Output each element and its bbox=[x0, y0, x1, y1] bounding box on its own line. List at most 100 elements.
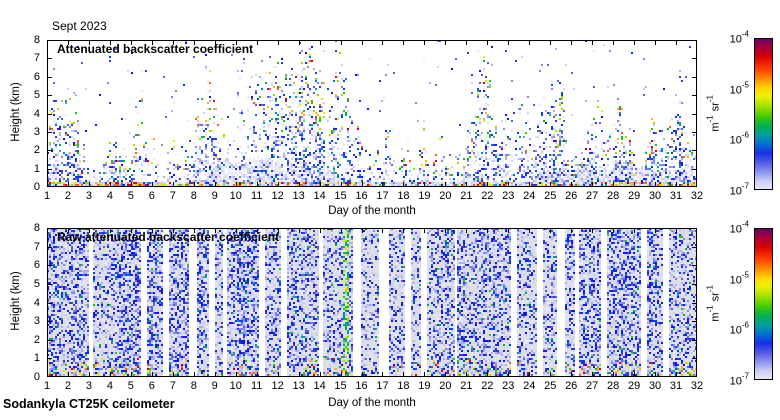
unit-base-m: m bbox=[709, 312, 722, 322]
y-tick-label: 1 bbox=[33, 162, 40, 175]
y-tick-label: 7 bbox=[33, 240, 40, 253]
colorbar-tick-label: 10-4 bbox=[729, 29, 749, 46]
x-tick-label: 24 bbox=[523, 190, 536, 202]
colorbar-tick-label: 10-5 bbox=[729, 80, 749, 96]
x-axis-label-bottom: Day of the month bbox=[328, 397, 416, 409]
x-tick-label: 3 bbox=[85, 190, 92, 202]
y-tick-label: 3 bbox=[33, 315, 40, 328]
x-tick-label: 31 bbox=[669, 380, 683, 392]
unit-base-m: m bbox=[709, 122, 722, 132]
x-tick-label: 1 bbox=[43, 380, 51, 392]
x-tick-label: 3 bbox=[85, 380, 92, 392]
panel-title-raw: Raw attenuated backscatter coefficient bbox=[57, 230, 280, 244]
x-tick-label: 17 bbox=[376, 190, 389, 202]
x-tick-label: 29 bbox=[627, 380, 641, 392]
x-tick-label: 19 bbox=[418, 380, 431, 392]
y-tick-label: 8 bbox=[33, 222, 40, 234]
x-tick-label: 18 bbox=[397, 190, 410, 202]
x-tick-label: 12 bbox=[271, 380, 284, 392]
y-tick-label: 2 bbox=[33, 333, 40, 346]
x-tick-label: 31 bbox=[669, 190, 683, 202]
x-tick-label: 21 bbox=[460, 380, 473, 392]
x-tick-label: 10 bbox=[229, 190, 242, 202]
x-tick-label: 2 bbox=[64, 380, 72, 392]
y-tick-labels-bottom: 0 1 2 3 4 5 6 7 8 bbox=[0, 222, 43, 383]
unit-base-sr: sr bbox=[709, 102, 722, 112]
x-tick-label: 14 bbox=[313, 190, 326, 202]
month-label: Sept 2023 bbox=[52, 19, 107, 33]
x-tick-label: 6 bbox=[148, 380, 155, 392]
x-tick-label: 28 bbox=[607, 190, 620, 202]
y-tick-label: 0 bbox=[33, 371, 40, 383]
x-tick-label: 24 bbox=[523, 380, 536, 392]
x-tick-label: 12 bbox=[271, 190, 284, 202]
raw-attenuated-backscatter-heatmap bbox=[47, 228, 697, 377]
unit-exp-m: -1 bbox=[705, 115, 715, 123]
colorbar-top bbox=[754, 38, 773, 190]
x-tick-label: 16 bbox=[355, 190, 368, 202]
x-tick-label: 15 bbox=[334, 190, 347, 202]
x-tick-label: 17 bbox=[376, 380, 389, 392]
x-tick-label: 27 bbox=[586, 190, 599, 202]
x-tick-label: 5 bbox=[127, 190, 134, 202]
x-tick-label: 13 bbox=[292, 190, 305, 202]
colorbar-unit-bottom: m-1sr-1 bbox=[705, 263, 722, 343]
y-tick-label: 6 bbox=[33, 259, 40, 272]
x-tick-label: 20 bbox=[439, 190, 452, 202]
x-tick-label: 20 bbox=[439, 380, 452, 392]
y-tick-label: 1 bbox=[33, 352, 40, 365]
x-tick-label: 8 bbox=[190, 380, 197, 392]
unit-exp-m: -1 bbox=[705, 305, 715, 313]
colorbar-tick-label: 10-7 bbox=[729, 181, 749, 198]
x-tick-label: 4 bbox=[106, 380, 113, 392]
x-tick-label: 7 bbox=[169, 380, 176, 392]
x-tick-label: 29 bbox=[627, 190, 641, 202]
x-axis-label-top: Day of the month bbox=[328, 205, 416, 217]
instrument-label: Sodankyla CT25K ceilometer bbox=[3, 397, 175, 411]
unit-exp-sr: -1 bbox=[705, 285, 715, 293]
x-tick-label: 23 bbox=[502, 190, 515, 202]
y-tick-label: 0 bbox=[33, 181, 40, 193]
x-tick-label: 11 bbox=[250, 380, 263, 392]
x-tick-label: 9 bbox=[211, 190, 218, 202]
colorbar-tick-label: 10-6 bbox=[729, 131, 749, 147]
x-tick-label: 26 bbox=[565, 380, 578, 392]
y-tick-label: 7 bbox=[33, 52, 40, 65]
colorbar-gradient-bottom bbox=[755, 229, 772, 379]
unit-base-sr: sr bbox=[709, 292, 722, 302]
x-tick-label: 23 bbox=[502, 380, 515, 392]
x-tick-label: 26 bbox=[565, 190, 578, 202]
y-tick-label: 4 bbox=[33, 296, 40, 309]
x-tick-label: 21 bbox=[460, 190, 473, 202]
x-tick-label: 4 bbox=[106, 190, 113, 202]
colorbar-tick-label: 10-5 bbox=[729, 270, 749, 286]
panel-title-attenuated: Attenuated backscatter coefficient bbox=[57, 42, 254, 56]
x-tick-label: 22 bbox=[481, 380, 494, 392]
colorbar-tick-labels-bottom: 10-4 10-5 10-6 10-7 bbox=[701, 220, 751, 388]
y-tick-label: 5 bbox=[33, 89, 40, 102]
x-tick-label: 32 bbox=[690, 190, 704, 202]
x-tick-label: 30 bbox=[648, 380, 662, 392]
x-tick-label: 30 bbox=[648, 190, 662, 202]
x-tick-label: 25 bbox=[544, 380, 557, 392]
x-tick-labels-bottom: 1 2 3 4 5 6 7 8 9 10 11 12 13 14 15 16 17 18 19 20 21 22 23 24 2… bbox=[43, 380, 703, 392]
unit-exp-sr: -1 bbox=[705, 95, 715, 103]
colorbar-tick-label: 10-4 bbox=[729, 219, 749, 236]
x-tick-label: 11 bbox=[250, 190, 263, 202]
x-tick-label: 25 bbox=[544, 190, 557, 202]
colorbar-tick-label: 10-6 bbox=[729, 321, 749, 337]
x-tick-label: 10 bbox=[229, 380, 242, 392]
x-tick-label: 1 bbox=[43, 190, 51, 202]
x-tick-label: 7 bbox=[169, 190, 176, 202]
x-tick-label: 22 bbox=[481, 190, 494, 202]
y-tick-label: 8 bbox=[33, 34, 40, 46]
colorbar-bottom bbox=[754, 228, 773, 380]
x-tick-label: 19 bbox=[418, 190, 431, 202]
colorbar-tick-label: 10-7 bbox=[729, 371, 749, 388]
y-tick-labels-top: 0 1 2 3 4 5 6 7 8 bbox=[0, 34, 43, 193]
x-tick-label: 14 bbox=[313, 380, 326, 392]
y-tick-label: 4 bbox=[33, 107, 40, 120]
x-tick-label: 6 bbox=[148, 190, 155, 202]
x-tick-label: 28 bbox=[607, 380, 620, 392]
